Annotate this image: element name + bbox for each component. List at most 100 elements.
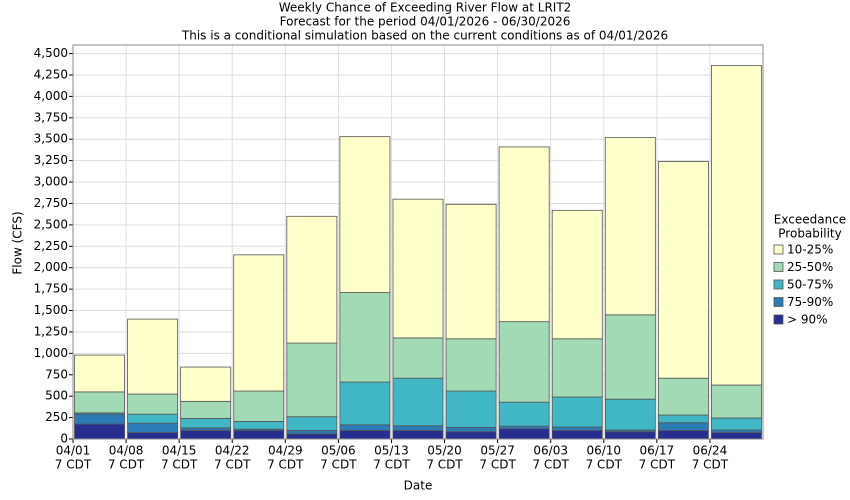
bar-segment — [339, 424, 391, 431]
bar-segment — [498, 428, 550, 440]
y-tick-label: 4,250 — [34, 67, 68, 81]
y-axis-label: Flow (CFS) — [11, 211, 25, 274]
bar-segment — [286, 433, 338, 440]
bar-segment — [127, 422, 179, 433]
y-tick-label: 1,000 — [34, 346, 68, 360]
y-tick-label: 0 — [60, 432, 68, 446]
legend-title: Probability — [778, 227, 841, 241]
y-tick-label: 2,500 — [34, 217, 68, 231]
x-tick-label: 05/20 — [427, 444, 462, 458]
x-tick-label: 04/29 — [268, 444, 303, 458]
bar-segment — [233, 430, 285, 440]
bar-segment — [74, 391, 125, 414]
bar-segment — [551, 338, 603, 398]
bar-segment — [180, 400, 232, 419]
bar-segment — [498, 401, 550, 427]
x-tick-label: 04/22 — [215, 444, 250, 458]
y-tick-label: 500 — [45, 389, 68, 403]
y-tick-label: 2,250 — [34, 239, 68, 253]
bar-segment — [286, 416, 338, 431]
legend-swatch — [773, 262, 784, 272]
bar-segment — [233, 254, 285, 392]
x-tick-label: 04/15 — [162, 444, 197, 458]
x-tick-label: 04/01 — [56, 444, 91, 458]
bar-segment — [551, 430, 603, 440]
bar-segment — [551, 426, 603, 431]
legend-label: > 90% — [787, 313, 828, 327]
x-tick-label: 7 CDT — [532, 458, 569, 472]
x-tick-label: 06/17 — [640, 444, 675, 458]
bar-segment — [657, 414, 709, 424]
bar-segment — [445, 203, 497, 340]
bar-segment — [657, 430, 709, 440]
bar-segment — [498, 146, 550, 323]
bar-segment — [392, 377, 444, 427]
y-tick-label: 3,500 — [34, 132, 68, 146]
legend-label: 50-75% — [787, 278, 833, 292]
x-tick-label: 7 CDT — [479, 458, 516, 472]
bar-segment — [286, 215, 338, 344]
x-tick-label: 06/03 — [533, 444, 568, 458]
y-tick-label: 750 — [45, 367, 68, 381]
x-axis-label: Date — [404, 479, 433, 493]
bar-segment — [233, 390, 285, 422]
bar-segment — [604, 314, 656, 400]
legend-title: Exceedance — [774, 213, 846, 227]
bar-segment — [657, 422, 709, 431]
bar-segment — [74, 354, 125, 393]
legend-swatch — [773, 279, 784, 290]
y-tick-label: 1,500 — [34, 303, 68, 317]
x-tick-label: 7 CDT — [267, 458, 304, 472]
x-tick-label: 7 CDT — [320, 458, 357, 472]
bar-segment — [339, 136, 391, 293]
bar-segment — [127, 393, 179, 415]
legend-label: 25-50% — [787, 260, 833, 274]
x-tick-label: 7 CDT — [214, 458, 251, 472]
y-tick-label: 2,000 — [34, 260, 68, 274]
bar-segment — [445, 390, 497, 428]
bar-segment — [711, 65, 762, 386]
y-tick-label: 3,750 — [34, 110, 68, 124]
bar-segment — [233, 421, 285, 430]
bar-segment — [392, 430, 444, 440]
bar-segment — [127, 413, 179, 424]
x-tick-label: 05/13 — [374, 444, 409, 458]
bar-segment — [657, 377, 709, 416]
legend-label: 10-25% — [787, 243, 833, 257]
bar-segment — [445, 431, 497, 440]
legend-label: 75-90% — [787, 295, 833, 309]
bar-segment — [711, 384, 762, 419]
y-tick-label: 1,250 — [34, 324, 68, 338]
bar-segment — [551, 209, 603, 340]
legend-swatch — [773, 244, 784, 255]
x-tick-label: 7 CDT — [426, 458, 463, 472]
bar-segment — [339, 292, 391, 383]
y-tick-label: 4,500 — [34, 46, 68, 60]
legend-swatch — [773, 297, 784, 307]
bar-segment — [127, 318, 179, 395]
y-tick-label: 2,750 — [34, 196, 68, 210]
x-tick-label: 04/08 — [109, 444, 144, 458]
y-tick-label: 4,000 — [34, 89, 68, 103]
y-tick-label: 3,000 — [34, 175, 68, 189]
y-tick-label: 1,750 — [34, 282, 68, 296]
bar-segment — [604, 398, 656, 431]
bar-segment — [74, 413, 125, 425]
bar-segment — [339, 381, 391, 426]
bar-segment — [392, 337, 444, 379]
bar-segment — [445, 427, 497, 433]
y-tick-label: 3,250 — [34, 153, 68, 167]
bar-segment — [657, 161, 709, 379]
bar-segment — [180, 430, 232, 440]
bar-segment — [127, 432, 179, 440]
legend-swatch — [773, 314, 784, 325]
x-tick-label: 7 CDT — [108, 458, 145, 472]
bar-segment — [74, 423, 125, 440]
bar-segment — [711, 417, 762, 431]
chart-subtitle: Forecast for the period 04/01/2026 - 06/… — [280, 15, 571, 29]
x-tick-label: 7 CDT — [161, 458, 198, 472]
bar-segment — [498, 321, 550, 403]
x-tick-label: 7 CDT — [639, 458, 676, 472]
bar-segment — [392, 425, 444, 431]
